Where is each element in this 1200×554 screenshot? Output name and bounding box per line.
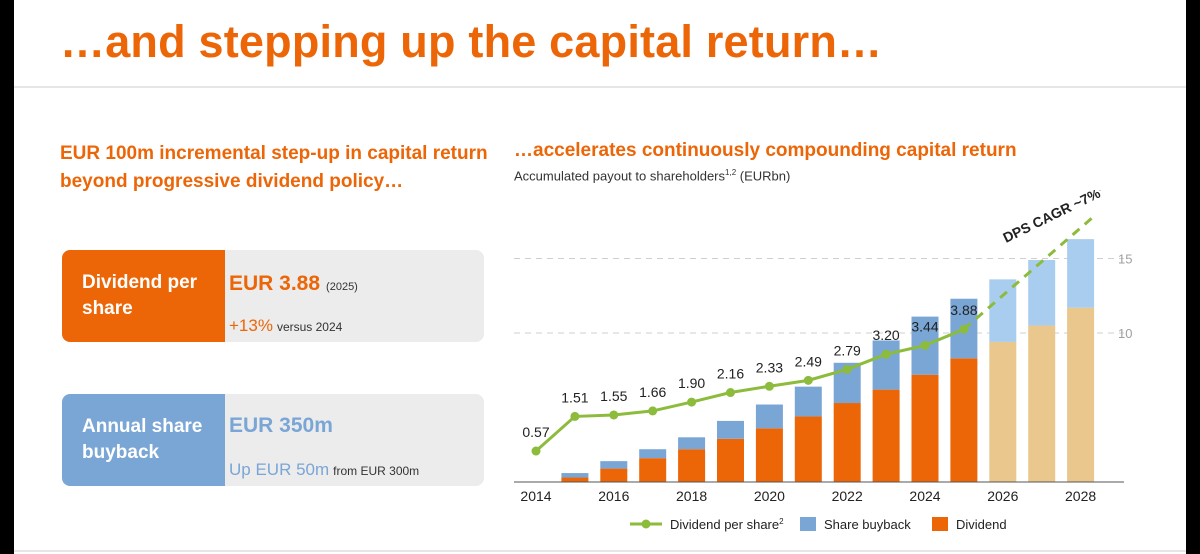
legend-dividend-label: Dividend: [956, 517, 1007, 532]
dps-cagr-footnote: 3: [1095, 190, 1104, 193]
bar-dividend-2025: [950, 358, 978, 482]
bar-buyback-2015: [561, 473, 589, 478]
bar-dividend-2023: [872, 389, 900, 482]
x-tick-label-2018: 2018: [676, 488, 707, 504]
dps-label-2017: 1.66: [639, 384, 666, 400]
x-tick-label-2026: 2026: [987, 488, 1018, 504]
legend-buyback-swatch: [800, 517, 816, 531]
legend-dividend-swatch: [932, 517, 948, 531]
bar-buyback-2023: [872, 340, 900, 390]
left-heading: EUR 100m incremental step-up in capital …: [60, 143, 488, 192]
dps-point-2024: [920, 340, 930, 350]
chart-heading: …accelerates continuously compounding ca…: [514, 140, 1017, 161]
x-tick-label-2028: 2028: [1065, 488, 1096, 504]
x-tick-label-2024: 2024: [909, 488, 940, 504]
left-edge: [0, 0, 14, 554]
dps-point-2025: [959, 324, 969, 334]
bar-buyback-2017: [639, 449, 667, 459]
bar-dividend-2015: [561, 477, 589, 482]
dps-point-2021: [803, 375, 813, 385]
dps-point-2019: [726, 388, 735, 398]
chart-subtitle: Accumulated payout to shareholders1,2 (E…: [514, 168, 790, 183]
buyback-change: Up EUR 50m from EUR 300m: [229, 460, 419, 480]
buyback-value: EUR 350m: [229, 414, 333, 437]
legend-dps-sup: 2: [779, 517, 784, 526]
bar-buyback-2020: [755, 404, 783, 429]
bar-buyback-2019: [717, 420, 744, 439]
chart-subtitle-unit: (EURbn): [739, 168, 791, 184]
bar-buyback-2028: [1067, 239, 1095, 308]
bar-dividend-2027: [1028, 325, 1056, 482]
x-tick-label-2016: 2016: [598, 488, 629, 504]
x-tick-label-2022: 2022: [832, 488, 863, 504]
dps-point-2015: [570, 411, 580, 421]
dps-label-2020: 2.33: [756, 359, 783, 375]
buyback-card-values: EUR 350m Up EUR 50m from EUR 300m: [225, 394, 484, 486]
buyback-card-label: Annual share buyback: [62, 394, 225, 486]
buyback-change-amount: Up EUR 50m: [229, 460, 330, 479]
bar-dividend-2022: [833, 403, 861, 482]
dps-cagr-annotation: DPS CAGR ~7%3: [1000, 190, 1107, 246]
bar-dividend-2017: [639, 458, 667, 482]
dps-label-2021: 2.49: [795, 353, 822, 369]
dps-point-2018: [687, 397, 697, 407]
dps-label-2025: 3.88: [950, 302, 977, 318]
legend-dps-marker: [641, 519, 651, 529]
page-title: …and stepping up the capital return…: [60, 16, 883, 67]
legend-dps-label: Dividend per share2: [670, 517, 784, 532]
dps-point-2017: [648, 406, 658, 416]
bar-buyback-2021: [794, 386, 822, 417]
bar-dividend-2018: [678, 449, 706, 482]
dps-point-2016: [609, 410, 619, 420]
dividend-change-pct: +13%: [229, 316, 273, 335]
dps-label-2016: 1.55: [600, 388, 627, 404]
dividend-card-values: EUR 3.88 (2025) +13% versus 2024: [225, 250, 484, 342]
dps-label-2023: 3.20: [872, 327, 899, 343]
dps-label-2019: 2.16: [717, 366, 744, 382]
dps-point-2020: [764, 381, 774, 391]
legend-buyback-label: Share buyback: [824, 517, 911, 532]
dps-point-2022: [842, 364, 852, 374]
bar-buyback-2018: [678, 437, 706, 450]
dps-label-2014: 0.57: [522, 424, 549, 440]
dps-label-2018: 1.90: [678, 375, 705, 391]
bar-dividend-2026: [989, 341, 1017, 482]
y-tick-label: 15: [1118, 252, 1132, 267]
dps-label-2024: 3.44: [911, 318, 938, 334]
right-edge: [1186, 0, 1200, 554]
dividend-change-note: versus 2024: [276, 320, 343, 334]
bar-dividend-2028: [1067, 307, 1095, 482]
chart-subtitle-sup: 1,2: [725, 168, 737, 177]
dividend-amount: EUR 3.88: [229, 272, 321, 295]
bar-dividend-2024: [911, 374, 939, 482]
dps-label-2022: 2.79: [834, 342, 861, 358]
bar-dividend-2021: [794, 416, 822, 482]
dividend-value: EUR 3.88 (2025): [229, 272, 358, 296]
dps-point-2014: [531, 446, 541, 456]
bar-dividend-2019: [717, 438, 744, 482]
bar-buyback-2026: [989, 279, 1017, 342]
title-divider: [14, 86, 1186, 88]
dps-label-2015: 1.51: [561, 389, 588, 405]
bar-buyback-2016: [600, 461, 628, 469]
y-tick-label: 10: [1118, 326, 1132, 341]
dividend-change: +13% versus 2024: [229, 316, 342, 336]
dps-projection-line: [962, 216, 1093, 331]
payout-chart: 10 15 2014 2016 2018 2020 2022 2024 2026 2028 0.57…: [514, 190, 1132, 532]
chart-subtitle-text: Accumulated payout to shareholders: [514, 168, 726, 184]
bar-dividend-2020: [755, 428, 783, 482]
bar-buyback-2027: [1028, 259, 1056, 326]
bottom-divider: [14, 550, 1186, 552]
x-tick-label-2014: 2014: [520, 488, 551, 504]
buyback-card: Annual share buyback EUR 350m Up EUR 50m…: [62, 394, 484, 486]
dividend-card: Dividend per share EUR 3.88 (2025) +13% ve…: [62, 250, 484, 342]
dps-point-2023: [881, 349, 891, 359]
dividend-year: (2025): [326, 281, 358, 293]
bar-dividend-2016: [600, 468, 628, 482]
dividend-card-label: Dividend per share: [62, 250, 225, 342]
x-tick-label-2020: 2020: [754, 488, 785, 504]
dps-line: [535, 327, 965, 453]
buyback-change-note: from EUR 300m: [333, 464, 420, 478]
